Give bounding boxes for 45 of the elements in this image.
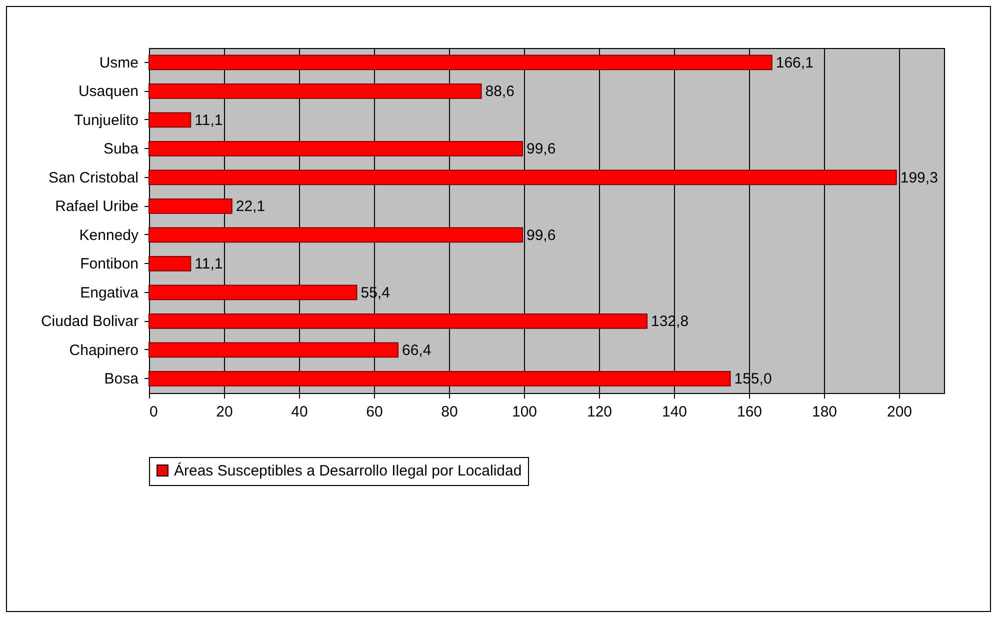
y-tick-label: Chapinero [69, 342, 138, 359]
bar [148, 112, 192, 128]
bar [148, 198, 232, 214]
y-tick-label: Fontibon [80, 256, 138, 273]
data-label: 99,6 [526, 140, 556, 158]
y-tick-label: Suba [103, 140, 140, 158]
legend-label: Áreas Susceptibles a Desarrollo Ilegal por Localidad [174, 462, 522, 480]
y-tick-label: Usme [99, 54, 138, 72]
bar [148, 370, 731, 386]
x-tick-label: 60 [366, 404, 383, 420]
y-tick-label: Engativa [80, 284, 140, 302]
data-label: 166,1 [776, 54, 814, 72]
x-tick-label: 20 [216, 404, 233, 420]
bar [148, 140, 523, 156]
data-label: 99,6 [526, 226, 556, 244]
y-tick-label: Usaquen [78, 83, 138, 100]
bar [148, 313, 648, 329]
data-label: 11,1 [194, 256, 223, 273]
bar [148, 256, 192, 272]
y-tick-label: Bosa [104, 370, 140, 388]
x-tick-label: 40 [291, 404, 308, 420]
y-tick-label: San Cristobal [48, 169, 138, 186]
data-label: 88,6 [485, 83, 514, 100]
data-label: 66,4 [402, 342, 432, 359]
bar [148, 83, 482, 99]
bar [148, 54, 772, 70]
data-label: 22,1 [236, 198, 266, 216]
y-tick-label: Tunjuelito [74, 112, 138, 129]
x-tick-label: 80 [441, 404, 458, 420]
y-tick-label: Rafael Uribe [55, 198, 138, 216]
bar [148, 170, 897, 186]
x-tick-label: 200 [886, 404, 912, 420]
data-label: 199,3 [900, 169, 938, 186]
x-tick-label: 180 [812, 404, 838, 420]
x-tick-label: 100 [512, 404, 538, 420]
y-tick-label: Kennedy [79, 226, 139, 244]
bar [148, 342, 398, 358]
data-label: 11,1 [194, 112, 223, 129]
x-tick-label: 140 [662, 404, 688, 420]
y-tick-label: Ciudad Bolivar [40, 313, 138, 330]
x-tick-label: 0 [150, 404, 158, 420]
bar [148, 284, 358, 300]
bar [148, 227, 523, 243]
x-tick-label: 160 [736, 404, 762, 420]
x-tick-label: 120 [586, 404, 612, 420]
